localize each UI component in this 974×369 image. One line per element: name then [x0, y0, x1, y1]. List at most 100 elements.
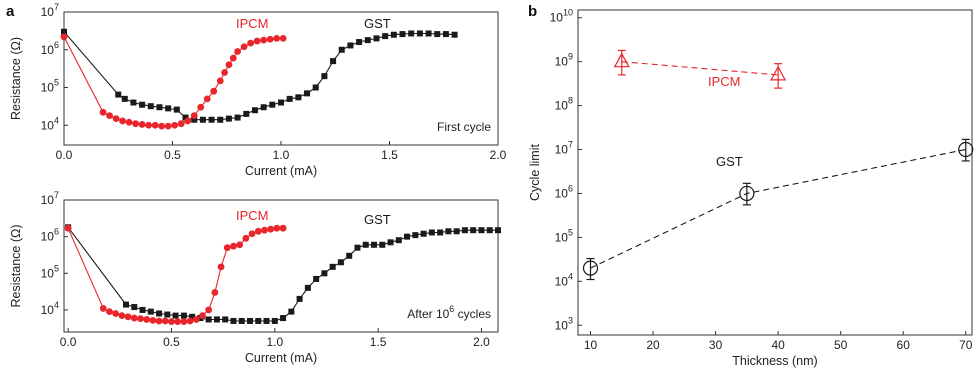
data-point-gst: [217, 116, 224, 123]
data-point-gst: [304, 90, 311, 97]
data-point-gst: [156, 310, 163, 317]
data-point-gst: [373, 35, 380, 42]
data-point-ipcm: [168, 318, 175, 326]
data-point-ipcm: [125, 118, 133, 126]
data-point-gst: [121, 95, 128, 102]
data-point-gst: [191, 116, 198, 123]
data-point-gst: [269, 101, 276, 108]
data-point-ipcm: [184, 117, 192, 125]
data-point-ipcm: [106, 112, 113, 120]
data-point-ipcm: [267, 225, 275, 233]
data-point-ipcm: [158, 122, 166, 130]
x-tick-label: 40: [771, 338, 785, 352]
data-point-gst: [412, 232, 419, 239]
data-point-ipcm: [236, 241, 244, 249]
data-point-gst: [123, 301, 129, 308]
data-point-gst: [313, 275, 320, 282]
data-point-gst: [247, 317, 253, 324]
chart-b: 10 20 30 40 50 60 70 103 104 105 106 107 108 109 1010 T…: [528, 8, 974, 368]
data-point-ipcm: [138, 121, 146, 128]
data-point-ipcm: [203, 95, 211, 103]
data-point-gst: [425, 30, 432, 37]
data-point-gst: [382, 33, 389, 40]
data-point-gst: [356, 39, 363, 46]
data-point-ipcm: [216, 77, 224, 85]
data-point-ipcm: [770, 65, 787, 81]
data-point-gst: [321, 270, 328, 277]
data-point-ipcm: [260, 36, 268, 44]
data-point-gst: [390, 31, 397, 38]
data-point-ipcm: [248, 230, 256, 238]
data-point-gst: [347, 42, 354, 49]
data-point-ipcm: [161, 317, 169, 325]
data-point-ipcm: [164, 122, 172, 130]
data-point-ipcm: [613, 52, 630, 68]
data-point-gst: [130, 99, 137, 106]
data-point-ipcm: [221, 69, 228, 76]
data-point-gst: [420, 230, 427, 237]
data-point-gst: [739, 185, 755, 202]
data-point-ipcm: [242, 234, 250, 242]
data-point-gst: [408, 30, 415, 37]
data-point-ipcm: [180, 318, 188, 326]
data-point-gst: [139, 306, 146, 313]
data-point-gst: [278, 99, 284, 106]
data-point-gst: [304, 284, 311, 291]
data-point-gst: [234, 114, 241, 121]
series-label-ipcm: IPCM: [236, 208, 269, 223]
y-tick-label: 103: [555, 315, 573, 332]
x-tick-label: 0.5: [163, 335, 180, 349]
data-point-ipcm: [124, 313, 132, 321]
data-point-gst: [387, 239, 394, 246]
data-point-gst: [255, 317, 262, 324]
data-point-gst: [451, 31, 458, 38]
data-point-gst: [495, 227, 501, 234]
data-point-gst: [288, 308, 295, 315]
data-point-gst: [225, 115, 232, 122]
data-point-ipcm: [261, 226, 268, 234]
y-axis-label: Resistance (Ω): [9, 37, 23, 120]
annotation-after-cycles: After 106 cycles: [407, 304, 491, 321]
data-point-gst: [115, 91, 122, 98]
data-point-ipcm: [266, 35, 274, 43]
data-point-gst: [434, 31, 441, 38]
data-point-gst: [354, 244, 361, 251]
data-point-gst: [243, 110, 250, 117]
data-point-gst: [271, 317, 278, 324]
x-tick-label: 1.5: [370, 335, 387, 349]
y-tick-label: 106: [555, 183, 573, 200]
data-point-ipcm: [145, 121, 153, 129]
data-point-gst: [164, 311, 171, 318]
data-point-gst: [442, 31, 449, 38]
x-tick-label: 60: [897, 338, 911, 352]
data-point-gst: [362, 241, 369, 248]
data-point-gst: [329, 263, 336, 270]
data-point-gst: [251, 107, 258, 114]
data-point-ipcm: [205, 306, 213, 314]
data-point-gst: [958, 141, 974, 158]
y-tick-label: 107: [41, 2, 59, 19]
data-point-ipcm: [99, 305, 107, 312]
data-point-ipcm: [229, 54, 237, 62]
chart-a-bottom: 0.0 0.5 1.0 1.5 2.0 104 105 106 107 Current (mA) R…: [9, 190, 501, 365]
data-point-gst: [470, 227, 477, 234]
x-tick-label: 2.0: [473, 335, 490, 349]
data-point-ipcm: [137, 315, 144, 323]
data-point-gst: [321, 73, 328, 80]
x-axis-label: Current (mA): [245, 351, 317, 365]
data-point-gst: [205, 316, 212, 323]
x-tick-label: 0.5: [164, 148, 181, 162]
series-line-ipcm: [621, 61, 779, 76]
y-tick-label: 106: [41, 227, 59, 244]
data-point-gst: [416, 30, 423, 37]
data-point-ipcm: [247, 39, 255, 47]
series-label-gst: GST: [364, 212, 391, 227]
series-label-gst: GST: [364, 16, 391, 31]
y-tick-label: 105: [41, 263, 59, 280]
data-point-ipcm: [177, 120, 185, 128]
x-tick-label: 10: [584, 338, 598, 352]
data-point-ipcm: [119, 117, 126, 125]
data-point-gst: [337, 259, 344, 266]
data-point-ipcm: [253, 37, 261, 45]
data-point-gst: [346, 252, 353, 259]
